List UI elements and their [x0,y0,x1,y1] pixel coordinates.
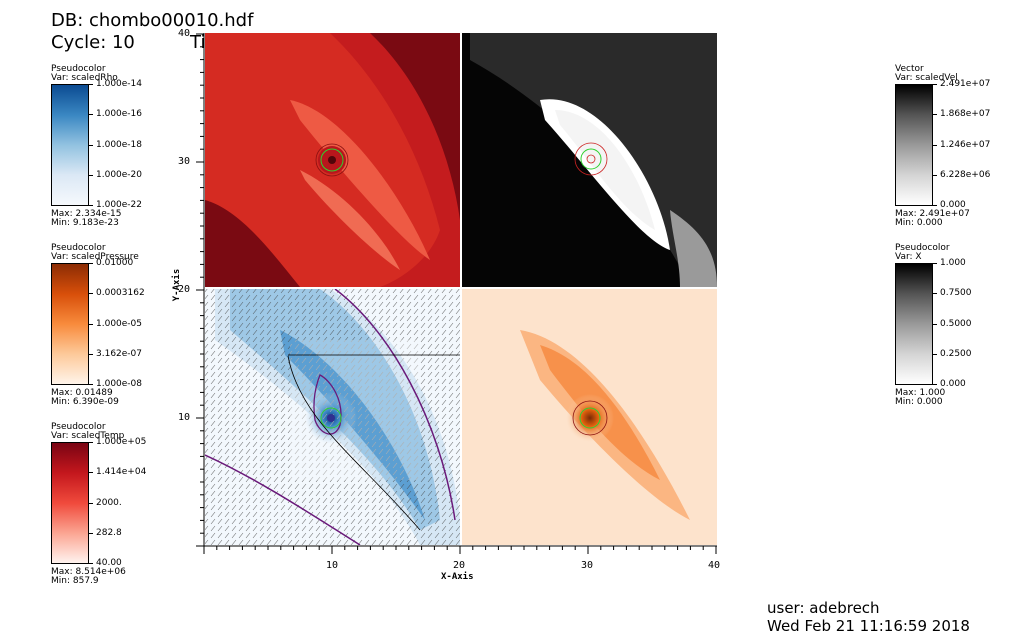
legend-max: Max: 2.334e-15 [51,209,122,219]
y-tick-label: 10 [178,412,191,423]
x-axis-label: X-Axis [441,572,474,582]
legend-min: Min: 0.000 [895,397,943,407]
x-tick-label: 40 [708,560,721,571]
colorbar-tick-label: 0.2500 [940,348,972,359]
legend-max: Max: 1.000 [895,388,946,398]
legend-min: Min: 9.183e-23 [51,218,119,228]
colorbar-tick [89,84,93,85]
colorbar-tick [933,174,937,176]
legend-plot-type: Pseudocolor [895,243,950,253]
colorbar [51,263,89,385]
legend-variable: Var: scaledRho [51,73,118,83]
colorbar-tick-label: 0.0003162 [96,288,145,299]
colorbar-tick-label: 0.01000 [96,258,134,268]
x-tick-label: 30 [581,560,594,571]
colorbar-tick-label: 1.000e-18 [96,139,143,150]
colorbar-tick [89,563,93,564]
colorbar [51,84,89,206]
colorbar-tick [89,502,93,504]
x-tick-label: 10 [326,560,339,571]
legend-plot-type: Vector [895,64,924,74]
colorbar-tick-label: 1.000e+05 [96,437,147,447]
colorbar-tick [933,114,937,116]
legend-min: Min: 6.390e-09 [51,397,119,407]
colorbar-tick [89,532,93,534]
colorbar-tick [89,293,93,295]
colorbar [895,84,933,206]
legend-plot-type: Pseudocolor [51,243,106,253]
colorbar-tick-label: 2.491e+07 [940,79,991,89]
colorbar-tick [89,353,93,355]
colorbar-tick-label: 1.000e-14 [96,79,143,89]
colorbar [895,263,933,385]
colorbar-tick-label: 0.7500 [940,288,972,299]
legend-max: Max: 0.01489 [51,388,113,398]
y-tick-label: 30 [178,156,191,167]
legend-plot-type: Pseudocolor [51,422,106,432]
colorbar-tick-label: 282.8 [96,527,122,538]
colorbar-tick-label: 0.000 [940,200,966,210]
colorbar-tick-label: 1.414e+04 [96,467,147,478]
colorbar-tick [89,114,93,116]
colorbar-tick-label: 0.5000 [940,318,972,329]
colorbar-tick-label: 1.000 [940,258,966,268]
colorbar-tick-label: 6.228e+06 [940,169,991,180]
colorbar-tick-label: 1.000e-05 [96,318,143,329]
colorbar-tick-label: 1.000e-08 [96,379,143,389]
legend-variable: Var: scaledPressure [51,252,139,262]
colorbar-tick-label: 3.162e-07 [96,348,143,359]
x-tick-label: 20 [453,560,466,571]
colorbar-tick-label: 1.246e+07 [940,139,991,150]
colorbar-tick [933,384,937,385]
colorbar-tick [89,384,93,385]
legend-max: Max: 2.491e+07 [895,209,970,219]
pressure-panel [462,289,717,545]
cycle-label: Cycle: 10 [51,32,135,53]
y-tick-label: 40 [178,28,191,39]
colorbar-tick [933,205,937,206]
density-panel [205,289,460,545]
colorbar-tick-label: 1.868e+07 [940,109,991,120]
legend-variable: Var: X [895,252,922,262]
date-label: Wed Feb 21 11:16:59 2018 [767,617,970,635]
colorbar-tick-label: 1.000e-22 [96,200,143,210]
colorbar-tick [89,144,93,146]
velocity-panel [462,33,717,287]
legend-min: Min: 857.9 [51,576,99,586]
colorbar-tick [89,323,93,325]
colorbar-tick-label: 40.00 [96,558,122,568]
legend-min: Min: 0.000 [895,218,943,228]
y-axis-ticks [196,33,204,547]
user-label: user: adebrech [767,599,880,617]
temperature-panel [205,33,460,287]
colorbar-tick [89,472,93,474]
colorbar-tick [89,263,93,264]
colorbar-tick [89,174,93,176]
legend-plot-type: Pseudocolor [51,64,106,74]
legend-max: Max: 8.514e+06 [51,567,126,577]
colorbar-tick [933,144,937,146]
x-axis-ticks [203,546,717,554]
y-tick-label: 20 [178,284,191,295]
colorbar-tick [89,205,93,206]
colorbar-tick [933,84,937,85]
y-axis-label: Y-Axis [172,268,182,302]
database-title: DB: chombo00010.hdf [51,10,254,31]
colorbar-tick-label: 2000. [96,497,122,508]
legend-variable: Var: scaledVel [895,73,958,83]
colorbar-tick-label: 0.000 [940,379,966,389]
legend-variable: Var: scaledTemp [51,431,125,441]
colorbar-tick [933,263,937,264]
colorbar-tick-label: 1.000e-16 [96,109,143,120]
colorbar-tick [933,323,937,325]
colorbar-tick [933,293,937,295]
colorbar-tick-label: 1.000e-20 [96,169,143,180]
colorbar-tick [89,442,93,443]
colorbar [51,442,89,564]
colorbar-tick [933,353,937,355]
